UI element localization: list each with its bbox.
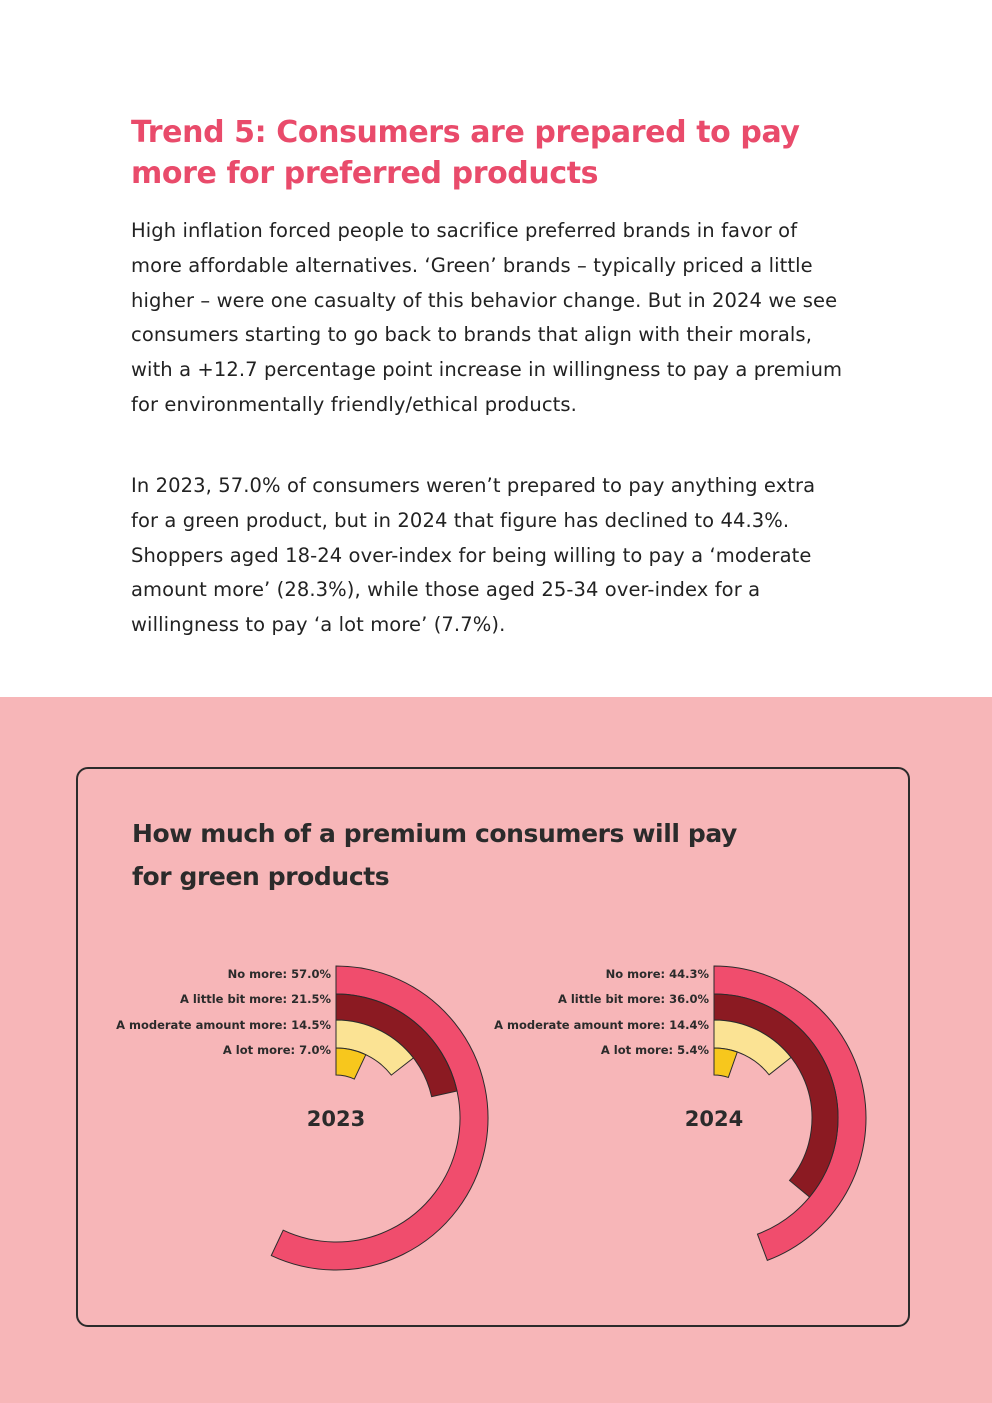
chart-title: How much of a premium consumers will pay… [132, 819, 737, 891]
body-paragraph-2: In 2023, 57.0% of consumers weren’t prep… [131, 474, 816, 637]
data-label: No more: 44.3% [606, 967, 710, 981]
data-label: A lot more: 5.4% [601, 1043, 710, 1057]
chart-card [76, 767, 910, 1327]
body-paragraph-1: High inflation forced people to sacrific… [131, 219, 843, 416]
year-label: 2024 [685, 1107, 743, 1131]
data-label: No more: 57.0% [228, 967, 332, 981]
arc-2023-a-lot-more [335, 1047, 367, 1080]
year-label: 2023 [307, 1107, 365, 1131]
page-heading: Trend 5: Consumers are prepared to pay m… [131, 115, 800, 191]
chart-2023: No more: 57.0% A little bit more: 21.5% A … [116, 965, 489, 1271]
chart-2024: No more: 44.3% A little bit more: 36.0% A … [494, 965, 867, 1262]
arc-2024-a-lot-more [713, 1047, 738, 1079]
data-label: A little bit more: 36.0% [558, 992, 710, 1006]
data-label: A moderate amount more: 14.5% [116, 1018, 331, 1032]
data-label: A lot more: 7.0% [223, 1043, 332, 1057]
data-label: A moderate amount more: 14.4% [494, 1018, 709, 1032]
data-label: A little bit more: 21.5% [180, 992, 332, 1006]
